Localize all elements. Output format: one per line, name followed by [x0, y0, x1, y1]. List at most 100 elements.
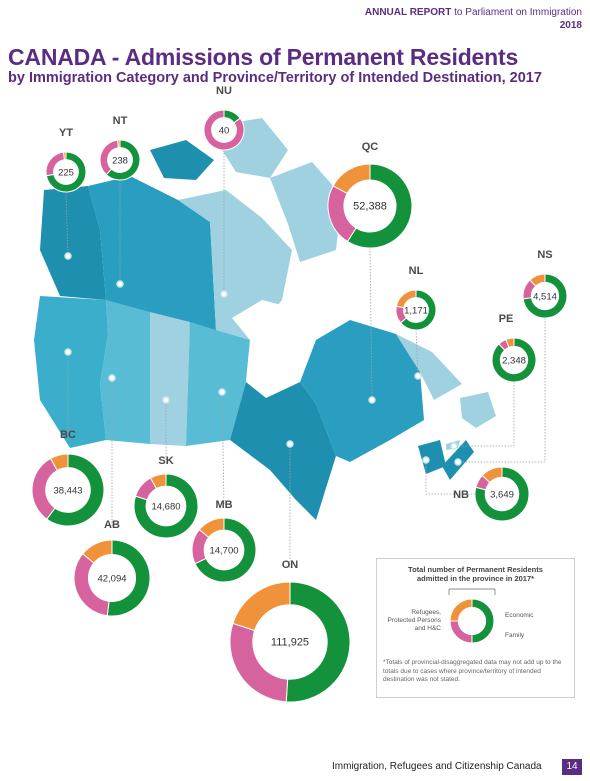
donut-on: 111,925 ON: [229, 559, 351, 703]
donut-yt-refugees-slice: [62, 151, 67, 161]
donut-mb-economic-slice: [194, 517, 257, 583]
donut-nu-donut-hole: [212, 118, 236, 142]
legend-refugees-line2: Protected Persons: [387, 617, 441, 624]
donut-total-pe: 2,348: [502, 356, 526, 367]
donut-sk-donut-hole: [146, 486, 186, 526]
legend-footnote: *Totals of provincial-disaggregated data…: [383, 659, 562, 683]
donut-yt-economic-slice: [45, 151, 87, 193]
page-number: 14: [562, 759, 582, 775]
pin-nt: [116, 280, 124, 288]
province-pins: [64, 252, 462, 466]
donut-total-nt: 238: [112, 156, 128, 167]
legend-refugees-line1: Refugees,: [411, 609, 441, 616]
page-title: CANADA - Admissions of Permanent Residen…: [8, 44, 519, 70]
donut-ns-donut-hole: [531, 282, 559, 310]
province-code-nb: NB: [453, 489, 469, 501]
legend-refugees-label: Refugees, Protected Persons and H&C: [381, 609, 441, 633]
province-code-sk: SK: [158, 455, 173, 467]
pin-nu: [220, 290, 228, 298]
region-nb: [418, 440, 446, 474]
donut-total-ns: 4,514: [533, 292, 557, 303]
hudson-bay: [232, 300, 316, 398]
region-qc: [300, 320, 424, 462]
legend-refugees-slice: [449, 598, 473, 622]
donut-pe: 2,348 PE: [491, 313, 537, 383]
donut-sk: 14,680 SK: [133, 455, 199, 539]
donut-ab-economic-slice: [106, 539, 151, 617]
donut-total-bc: 38,443: [53, 486, 82, 497]
donut-on-donut-hole: [253, 605, 327, 679]
region-on: [230, 382, 336, 520]
province-code-pe: PE: [499, 313, 514, 325]
legend-box: Total number of Permanent Residents admi…: [376, 558, 575, 698]
donut-sk-economic-slice: [133, 473, 199, 539]
donut-yt-donut-hole: [54, 160, 78, 184]
donut-bc: 38,443 BC: [31, 429, 105, 527]
donut-mb-refugees-slice: [198, 517, 225, 539]
donut-nu: 40 NU: [203, 85, 245, 151]
region-nl-labrador: [396, 334, 462, 400]
report-header: ANNUAL REPORT to Parliament on Immigrati…: [365, 6, 582, 32]
donut-nb-economic-slice: [474, 466, 530, 522]
pin-sk: [162, 396, 170, 404]
region-nl-island: [460, 392, 496, 428]
donut-ab-donut-hole: [88, 554, 136, 602]
donut-qc-donut-hole: [344, 180, 396, 232]
donut-bc-refugees-slice: [49, 453, 69, 472]
province-code-nu: NU: [216, 85, 232, 97]
donut-on-refugees-slice: [232, 581, 291, 632]
pin-yt: [64, 252, 72, 260]
donut-nb-donut-hole: [485, 477, 519, 511]
pin-pe: [450, 442, 458, 450]
region-sk: [150, 312, 190, 446]
leader-line-nb: [425, 460, 475, 495]
footer-agency: Immigration, Refugees and Citizenship Ca…: [332, 761, 542, 772]
region-baffin: [270, 162, 342, 262]
leader-line-pe: [454, 382, 515, 447]
pin-bc: [64, 348, 72, 356]
donut-nt: 238 NT: [99, 115, 141, 181]
donut-bc-donut-hole: [46, 468, 90, 512]
province-code-ns: NS: [537, 249, 552, 261]
province-code-mb: MB: [215, 499, 232, 511]
report-title-bold: ANNUAL REPORT: [364, 7, 452, 18]
province-donuts: 225 YT 238 NT 40 NU 52,388 QC 1,171 NL 4,514 NS 2,34…: [31, 85, 568, 703]
pin-nl: [414, 372, 422, 380]
legend-donut-hole: [458, 607, 486, 635]
donut-ns-refugees-slice: [529, 273, 546, 287]
donut-ab: 42,094 AB: [73, 519, 151, 617]
region-ab: [100, 300, 150, 444]
donut-total-ab: 42,094: [97, 574, 126, 585]
donut-nt-donut-hole: [108, 148, 132, 172]
region-arctic-islands: [150, 140, 214, 180]
legend-donut: [448, 588, 496, 644]
donut-yt: 225 YT: [45, 127, 87, 193]
donut-total-mb: 14,700: [209, 546, 238, 557]
donut-ns-economic-slice: [522, 273, 568, 319]
donut-nl-economic-slice: [399, 289, 437, 331]
pin-ab: [108, 374, 116, 382]
province-code-yt: YT: [59, 127, 73, 139]
province-code-qc: QC: [362, 141, 379, 153]
region-mb: [186, 322, 250, 446]
legend-title-line2: admitted in the province in 2017*: [416, 574, 535, 583]
donut-ns: 4,514 NS: [522, 249, 568, 319]
leader-line-ns: [458, 318, 546, 463]
province-code-nl: NL: [409, 265, 424, 277]
province-code-ab: AB: [104, 519, 120, 531]
province-code-bc: BC: [60, 429, 76, 441]
legend-title-line1: Total number of Permanent Residents: [408, 565, 543, 574]
province-regions: [34, 118, 496, 520]
donut-nl-refugees-slice: [395, 289, 417, 309]
donut-pe-refugees-slice: [505, 337, 515, 348]
donut-total-yt: 225: [58, 168, 74, 179]
region-bc: [34, 296, 108, 448]
province-code-on: ON: [282, 559, 299, 571]
donut-total-nb: 3,649: [490, 490, 514, 501]
donut-nt-refugees-slice: [116, 139, 121, 149]
donut-sk-refugees-slice: [149, 473, 167, 490]
leader-line-qc: [369, 247, 373, 401]
legend-title: Total number of Permanent Residents admi…: [377, 565, 574, 583]
donut-total-sk: 14,680: [151, 502, 180, 513]
donut-pe-donut-hole: [500, 346, 528, 374]
